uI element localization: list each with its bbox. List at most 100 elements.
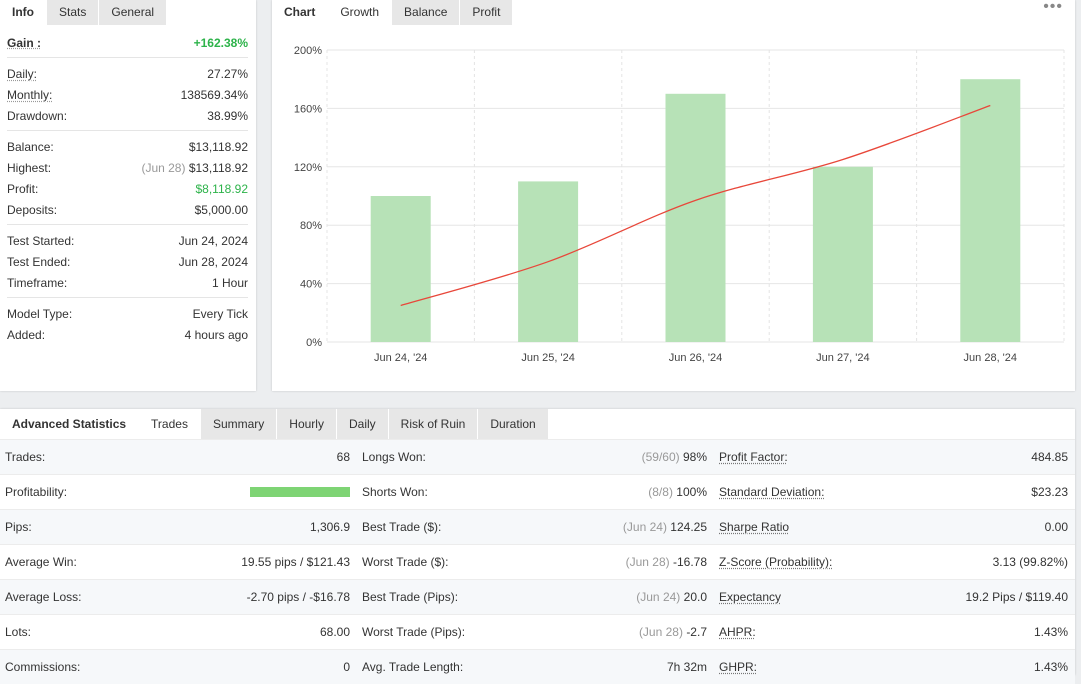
best-trade-value: 124.25 (670, 520, 707, 534)
balance-value: $13,118.92 (189, 140, 248, 154)
z-score-value: 3.13 (99.82%) (993, 555, 1068, 569)
longs-won-value-wrap: (59/60) 98% (642, 450, 707, 464)
expectancy-label[interactable]: Expectancy (719, 590, 781, 604)
highest-value: $13,118.92 (189, 161, 248, 175)
standard-deviation-label[interactable]: Standard Deviation: (719, 485, 824, 499)
table-row: Trades: 68 Longs Won: (59/60) 98% Profit F… (0, 439, 1075, 474)
growth-chart: 0%40%80%120%160%200%Jun 24, '24 Jun 25, '… (272, 25, 1075, 391)
table-row: Profitability: Shorts Won: (8/8) 100% Sta… (0, 474, 1075, 509)
ghpr-label[interactable]: GHPR: (719, 660, 757, 674)
tab-summary[interactable]: Summary (201, 409, 277, 439)
profit-factor-label[interactable]: Profit Factor: (719, 450, 788, 464)
added-value: 4 hours ago (185, 328, 248, 342)
best-trade-pips-date: (Jun 24) (636, 590, 680, 604)
y-tick-label: 120% (294, 162, 322, 174)
info-body: Gain : +162.38% Daily: 27.27% Monthly: 1… (0, 25, 256, 345)
ahpr-label[interactable]: AHPR: (719, 625, 756, 639)
daily-label[interactable]: Daily: (7, 67, 37, 81)
added-row: Added: 4 hours ago (7, 324, 248, 345)
tab-hourly[interactable]: Hourly (277, 409, 337, 439)
tab-info[interactable]: Info (0, 0, 47, 25)
profitability-label: Profitability: (5, 485, 67, 499)
tab-stats[interactable]: Stats (47, 0, 99, 25)
timeframe-row: Timeframe: 1 Hour (7, 272, 248, 293)
table-row: Lots: 68.00 Worst Trade (Pips): (Jun 28) -… (0, 614, 1075, 649)
best-trade-pips-value-wrap: (Jun 24) 20.0 (636, 590, 707, 604)
table-row: Average Loss: -2.70 pips / -$16.78 Best T… (0, 579, 1075, 614)
tab-balance[interactable]: Balance (392, 0, 460, 25)
best-trade-label: Best Trade ($): (362, 520, 441, 534)
sharpe-ratio-label[interactable]: Sharpe Ratio (719, 520, 789, 534)
gain-value: +162.38% (194, 36, 248, 50)
test-started-value: Jun 24, 2024 (179, 234, 248, 248)
model-type-label: Model Type: (7, 307, 72, 321)
bar (960, 79, 1020, 342)
timeframe-value: 1 Hour (212, 276, 248, 290)
monthly-label[interactable]: Monthly: (7, 88, 52, 102)
deposits-label: Deposits: (7, 203, 57, 217)
worst-trade-date: (Jun 28) (626, 555, 670, 569)
table-row: Average Win: 19.55 pips / $121.43 Worst T… (0, 544, 1075, 579)
daily-value: 27.27% (207, 67, 248, 81)
x-tick-label: Jun 26, '24 (669, 352, 722, 364)
avg-trade-length-label: Avg. Trade Length: (362, 660, 463, 674)
profit-value: $8,118.92 (196, 182, 249, 196)
advanced-statistics-panel: Advanced Statistics Trades Summary Hourl… (0, 409, 1075, 675)
tab-risk-of-ruin[interactable]: Risk of Ruin (389, 409, 479, 439)
average-loss-value: -2.70 pips / -$16.78 (247, 590, 350, 604)
shorts-won-label: Shorts Won: (362, 485, 428, 499)
bar (813, 167, 873, 342)
best-trade-date: (Jun 24) (623, 520, 667, 534)
highest-row: Highest: (Jun 28) $13,118.92 (7, 157, 248, 178)
divider (7, 297, 248, 298)
ghpr-value: 1.43% (1034, 660, 1068, 674)
more-menu-icon[interactable]: ••• (1043, 0, 1063, 14)
chart-panel: Chart Growth Balance Profit ••• 0% 40% 80%… (272, 0, 1075, 391)
info-panel: Info Stats General Gain : +162.38% Daily… (0, 0, 256, 391)
commissions-value: 0 (343, 660, 350, 674)
bar (371, 196, 431, 342)
y-tick-label: 200% (294, 45, 322, 57)
tab-general[interactable]: General (99, 0, 167, 25)
commissions-label: Commissions: (5, 660, 80, 674)
y-tick-label: 0% (306, 337, 322, 349)
tab-trades[interactable]: Trades (139, 409, 201, 439)
divider (7, 130, 248, 131)
average-win-label: Average Win: (5, 555, 77, 569)
tab-profit[interactable]: Profit (460, 0, 513, 25)
pips-label: Pips: (5, 520, 32, 534)
monthly-value: 138569.34% (181, 88, 248, 102)
x-tick-label: Jun 27, '24 (816, 352, 869, 364)
x-tick-label: Jun 25, '24 (521, 352, 574, 364)
y-tick-label: 40% (300, 279, 322, 291)
test-ended-row: Test Ended: Jun 28, 2024 (7, 251, 248, 272)
standard-deviation-value: $23.23 (1031, 485, 1068, 499)
tab-advanced-statistics[interactable]: Advanced Statistics (0, 409, 139, 439)
highest-date: (Jun 28) (141, 161, 185, 175)
best-trade-value-wrap: (Jun 24) 124.25 (623, 520, 707, 534)
tab-chart[interactable]: Chart (272, 0, 328, 25)
daily-row: Daily: 27.27% (7, 63, 248, 84)
drawdown-value: 38.99% (207, 109, 248, 123)
balance-row: Balance: $13,118.92 (7, 136, 248, 157)
average-win-value: 19.55 pips / $121.43 (241, 555, 350, 569)
worst-trade-pips-label: Worst Trade (Pips): (362, 625, 465, 639)
tab-duration[interactable]: Duration (478, 409, 548, 439)
info-tabs: Info Stats General (0, 0, 256, 25)
bar (666, 94, 726, 342)
tab-daily[interactable]: Daily (337, 409, 389, 439)
test-started-label: Test Started: (7, 234, 74, 248)
profit-label: Profit: (7, 182, 38, 196)
model-type-row: Model Type: Every Tick (7, 303, 248, 324)
trades-value: 68 (337, 450, 350, 464)
profit-row: Profit: $8,118.92 (7, 178, 248, 199)
avg-trade-length-value: 7h 32m (667, 660, 707, 674)
expectancy-value: 19.2 Pips / $119.40 (965, 590, 1068, 604)
gain-label[interactable]: Gain : (7, 36, 41, 50)
highest-value-wrap: (Jun 28) $13,118.92 (141, 161, 248, 175)
z-score-label[interactable]: Z-Score (Probability): (719, 555, 832, 569)
tab-growth[interactable]: Growth (328, 0, 392, 25)
divider (7, 224, 248, 225)
profit-factor-value: 484.85 (1031, 450, 1068, 464)
profitability-bar-fill (250, 487, 350, 497)
